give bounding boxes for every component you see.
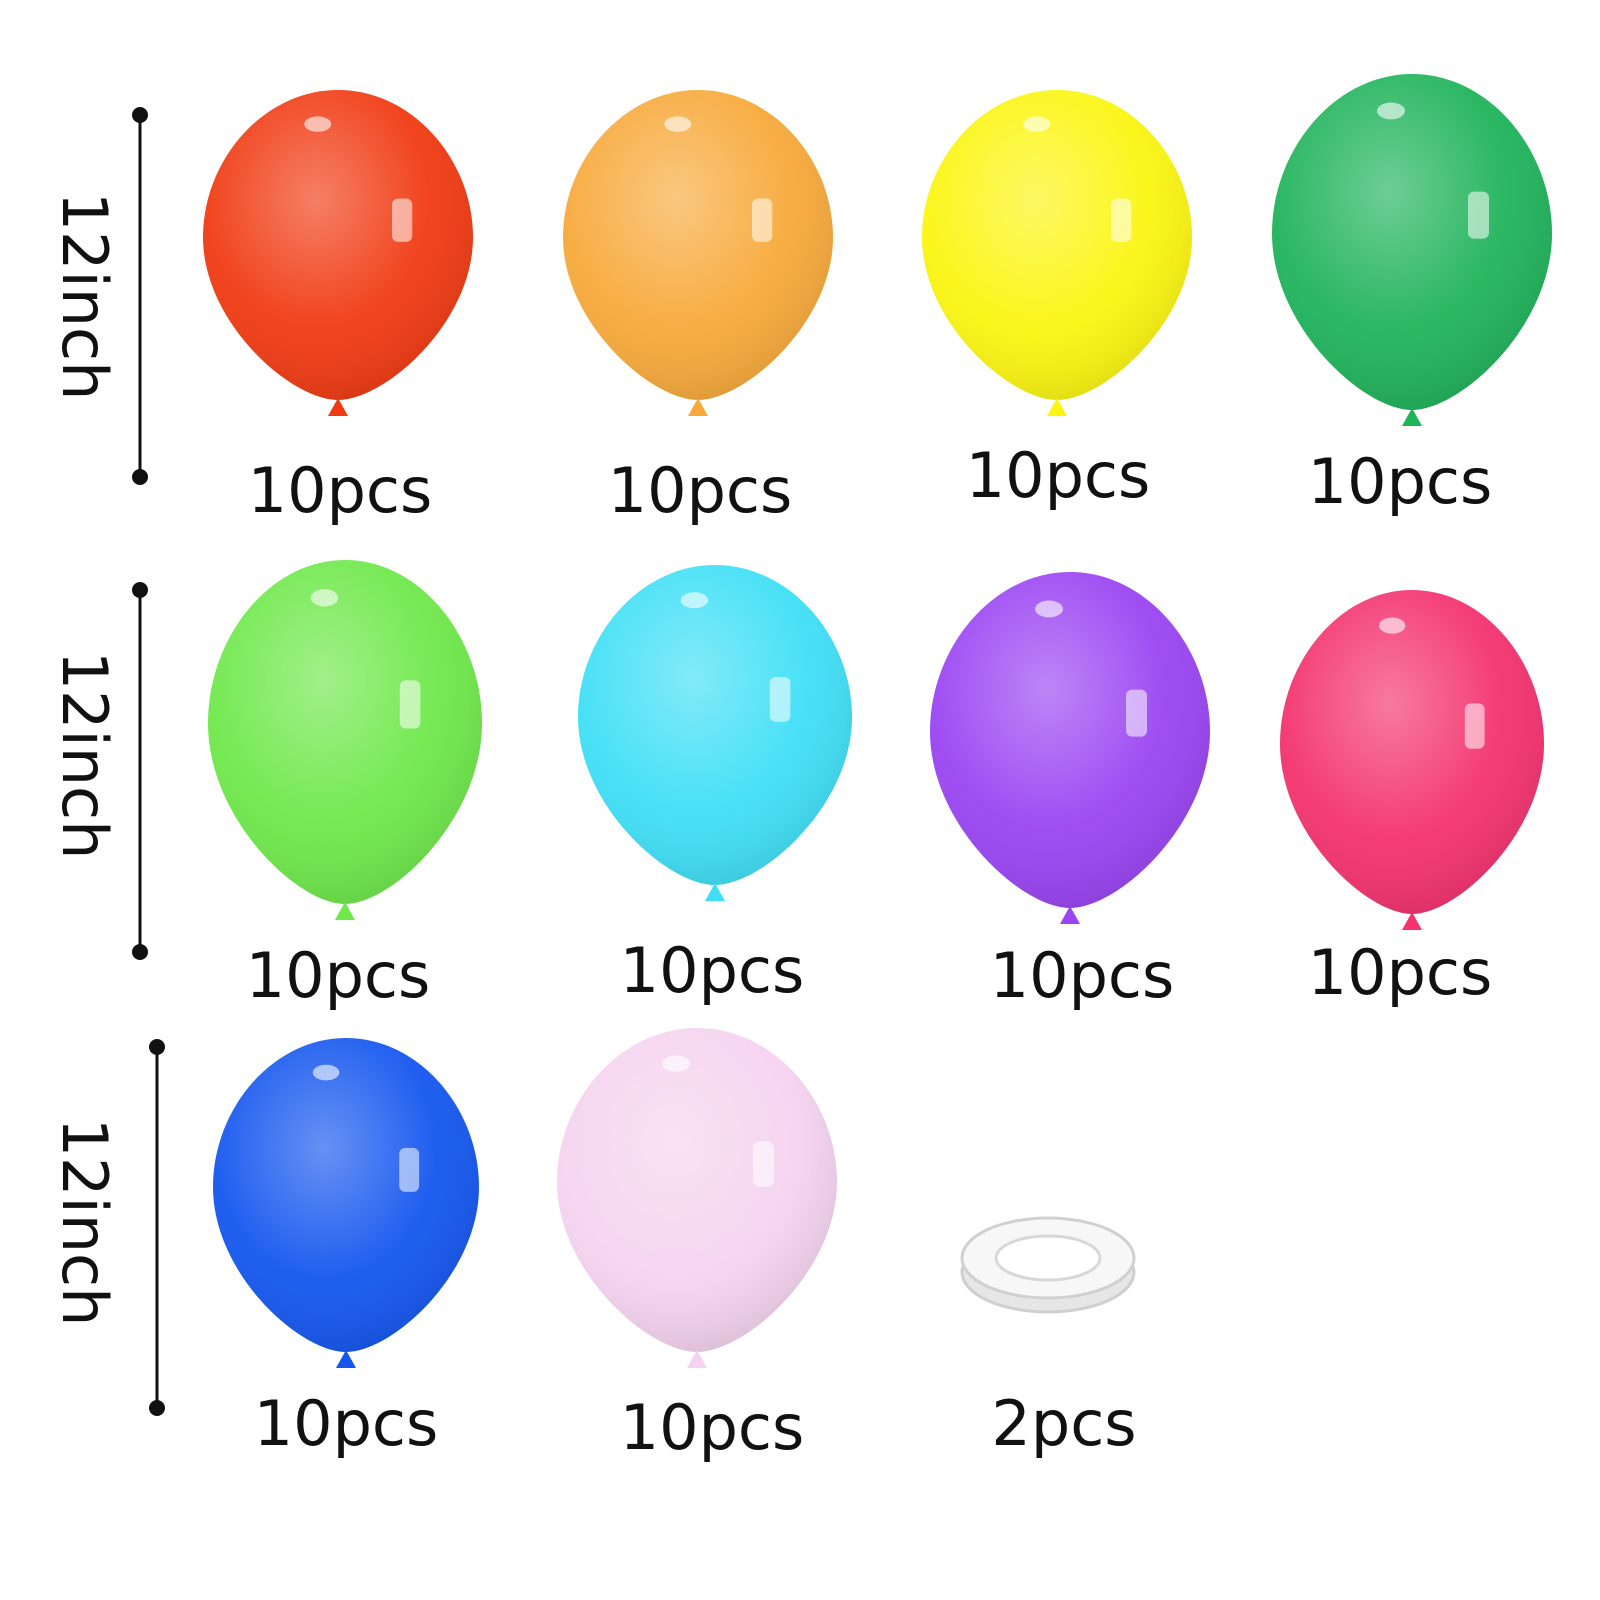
balloon bbox=[213, 1038, 479, 1368]
balloon-shade bbox=[930, 572, 1210, 908]
balloon-highlight bbox=[1111, 198, 1132, 242]
balloon bbox=[1272, 74, 1552, 426]
balloon bbox=[930, 572, 1210, 924]
quantity-label: 10pcs bbox=[1308, 445, 1493, 518]
balloon-highlight bbox=[399, 1147, 420, 1192]
balloon-shade bbox=[1280, 590, 1544, 914]
balloon bbox=[203, 90, 473, 416]
balloon-highlight bbox=[1377, 102, 1405, 120]
balloon-shade bbox=[208, 560, 482, 904]
size-label: 12inch bbox=[48, 192, 121, 401]
quantity-label: 10pcs bbox=[1308, 936, 1493, 1009]
balloon-highlight bbox=[1023, 116, 1051, 132]
balloon-highlight bbox=[1035, 600, 1063, 618]
size-bar-end bbox=[149, 1400, 165, 1416]
balloon-highlight bbox=[392, 198, 413, 242]
balloon-shade bbox=[1272, 74, 1552, 410]
balloon-highlight bbox=[1468, 191, 1489, 239]
balloon-shade bbox=[578, 565, 852, 885]
balloon-knot bbox=[688, 398, 708, 416]
size-bar-end bbox=[149, 1039, 165, 1055]
ribbon-spool bbox=[960, 1216, 1136, 1314]
quantity-label: 10pcs bbox=[620, 934, 805, 1007]
balloon-highlight bbox=[304, 116, 332, 132]
balloon-knot bbox=[1402, 408, 1422, 426]
balloon-highlight bbox=[664, 116, 692, 132]
quantity-label: 10pcs bbox=[246, 939, 431, 1012]
balloon-knot bbox=[687, 1350, 707, 1368]
balloon-highlight bbox=[752, 198, 773, 242]
balloon-highlight bbox=[1379, 617, 1406, 634]
balloon-highlight bbox=[310, 589, 339, 607]
balloon bbox=[557, 1028, 837, 1368]
balloon-highlight bbox=[662, 1055, 690, 1072]
balloon-highlight bbox=[753, 1141, 774, 1187]
quantity-label: 10pcs bbox=[990, 939, 1175, 1012]
quantity-label: 10pcs bbox=[248, 454, 433, 527]
quantity-label: 10pcs bbox=[254, 1387, 439, 1460]
balloon-knot bbox=[1047, 398, 1067, 416]
size-bar-end bbox=[132, 944, 148, 960]
size-bar-end bbox=[132, 469, 148, 485]
balloon-highlight bbox=[1464, 703, 1485, 749]
balloon bbox=[578, 565, 852, 901]
size-bar-end bbox=[132, 582, 148, 598]
balloon-highlight bbox=[680, 592, 709, 609]
quantity-label: 2pcs bbox=[991, 1387, 1136, 1460]
balloon-knot bbox=[335, 902, 355, 920]
quantity-label: 10pcs bbox=[620, 1391, 805, 1464]
balloon-shade bbox=[922, 90, 1192, 400]
balloon-shade bbox=[563, 90, 833, 400]
quantity-label: 10pcs bbox=[608, 454, 793, 527]
balloon-highlight bbox=[769, 677, 791, 722]
balloon bbox=[1280, 590, 1544, 930]
balloon-shade bbox=[203, 90, 473, 400]
balloon-knot bbox=[1060, 906, 1080, 924]
balloon-knot bbox=[705, 883, 725, 901]
balloon-knot bbox=[1402, 912, 1422, 930]
balloon bbox=[563, 90, 833, 416]
size-label: 12inch bbox=[48, 651, 121, 860]
balloon-highlight bbox=[312, 1064, 340, 1081]
balloon bbox=[208, 560, 482, 920]
size-bar-end bbox=[132, 107, 148, 123]
balloon-shade bbox=[213, 1038, 479, 1352]
quantity-label: 10pcs bbox=[966, 439, 1151, 512]
size-label: 12inch bbox=[48, 1118, 121, 1327]
balloon bbox=[922, 90, 1192, 416]
balloon-highlight bbox=[1126, 689, 1147, 737]
balloon-shade bbox=[557, 1028, 837, 1352]
balloon-highlight bbox=[399, 680, 421, 729]
balloon-knot bbox=[336, 1350, 356, 1368]
balloon-knot bbox=[328, 398, 348, 416]
